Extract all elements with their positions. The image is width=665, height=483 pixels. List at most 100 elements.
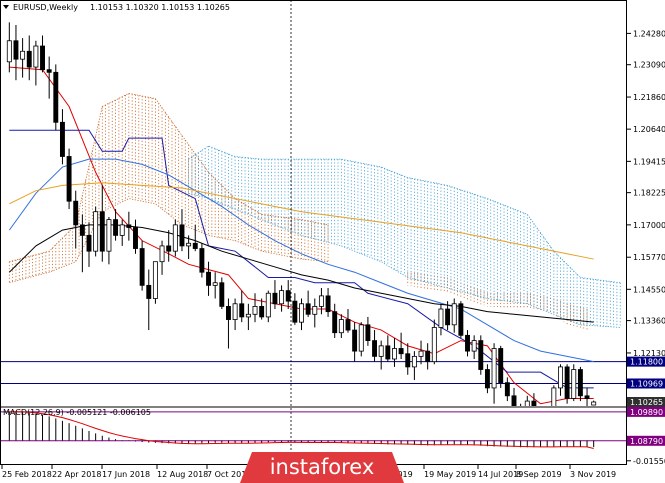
macd-tick-label: -0.015505 [633,457,665,466]
date-tick-label: 17 Jun 2018 [102,470,150,479]
macd-label: MACD(12,26,9) -0.005121 -0.006105 [3,408,151,417]
candle-body [139,248,145,286]
macd-panel [8,411,595,449]
candle-body [6,40,12,63]
candle-body [66,156,72,202]
candle-body [99,211,105,252]
candle-body [451,303,457,326]
candle-body [33,45,39,68]
candle-body [332,311,338,334]
symbol-label: EURUSD,Weekly [13,3,78,12]
candle-body [438,308,444,328]
price-tick-label: 1.17000 [633,221,665,230]
candle-body [358,324,364,352]
candle-body [551,387,557,406]
candle-body [199,248,205,273]
candle-body [119,224,125,236]
candle-body [511,395,517,406]
candle-body [146,284,152,299]
candle-body [225,306,231,320]
candle-body [159,245,165,263]
indicator-line [9,129,594,389]
candle-body [584,395,590,399]
candle-body [245,313,251,318]
candle-body [299,303,304,323]
candle-body [179,224,185,247]
price-level-box [627,435,665,446]
chart-title: EURUSD,Weekly 1.10153 1.10320 1.10153 1.… [3,3,230,12]
candle-body [126,224,132,228]
candle-body [239,303,245,318]
candle-body [458,303,464,336]
price-tick-label: 1.14550 [633,285,665,294]
price-axis: 1.24280 1.23090 1.21860 1.20640 1.19415 1.182… [627,29,665,390]
indicator-line [9,182,594,260]
price-level-lines [0,361,627,442]
candlesticks [6,22,597,406]
candle-body [13,40,19,60]
candle-body [265,292,271,318]
date-tick-label: 8 Sep 2019 [516,470,562,479]
candle-body [152,261,158,299]
candle-body [285,290,291,302]
price-level-label: 1.10969 [630,379,663,388]
candle-body [279,290,285,305]
candle-body [312,306,318,315]
macd-signal-line [9,411,594,449]
candle-body [46,69,52,73]
candle-body [372,340,378,357]
candle-body [219,282,225,307]
price-tick-label: 1.15770 [633,253,665,262]
candle-body [352,329,358,352]
candle-body [338,319,344,334]
candle-body [166,245,172,252]
price-tick-label: 1.12130 [633,349,665,358]
candle-body [133,227,138,249]
candle-body [431,327,437,363]
candle-body [378,345,384,357]
candle-body [59,121,65,157]
candle-body [385,345,391,360]
candle-body [392,348,397,360]
price-level-label: 1.10265 [630,398,663,407]
price-level-box [627,356,665,367]
dropdown-arrow-icon[interactable] [3,5,9,9]
price-level-box [627,406,665,417]
candle-body [564,366,570,399]
cloud-edge [188,145,621,284]
candle-body [93,211,99,252]
candle-body [318,295,324,307]
candle-body [232,303,238,320]
candle-body [305,303,311,315]
watermark: instaforex [240,452,404,483]
candle-body [484,369,490,389]
date-tick-label: 7 Oct 2018 [207,470,251,479]
ichimoku-cloud [8,92,621,331]
cloud-edge [9,198,329,284]
candle-body [259,306,265,318]
candle-body [465,334,470,352]
candle-body [411,355,417,368]
candle-body [498,348,504,384]
candle-body [524,400,530,406]
candle-body [418,350,424,357]
candle-body [20,50,26,60]
candle-body [591,401,597,406]
date-tick-label: 12 Aug 2018 [157,470,208,479]
cloud-edge [9,92,329,263]
price-level-label: 1.11800 [630,358,663,367]
ohlc-values: 1.10153 1.10320 1.10153 1.10265 [90,3,230,12]
candle-body [558,366,563,389]
candle-body [365,324,371,341]
date-tick-label: 14 Jul 2019 [478,470,523,479]
candle-body [398,348,404,355]
date-tick-label: 19 May 2019 [424,470,476,479]
candle-body [504,382,510,397]
candle-body [405,353,411,368]
price-level-box [627,397,665,408]
price-tick-label: 1.20640 [633,125,665,134]
candle-body [577,369,583,397]
price-tick-label: 1.23090 [633,61,665,70]
price-level-box [627,378,665,389]
